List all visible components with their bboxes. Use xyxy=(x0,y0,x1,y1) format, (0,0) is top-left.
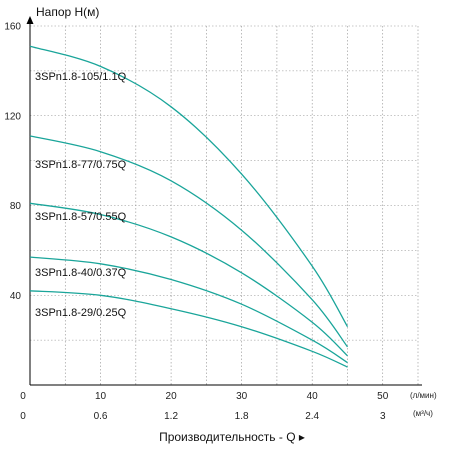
axes: 40 80 120 160 0 10 20 30 40 50 0 0.6 1.2 1.8 2.4 3 xyxy=(4,16,422,422)
series-label: 3SPn1.8-77/0.75Q xyxy=(35,159,127,171)
y-tick-label: 80 xyxy=(10,201,22,212)
series-label: 3SPn1.8-29/0.25Q xyxy=(35,307,127,319)
x-tick-label-lpm: 10 xyxy=(95,391,107,402)
performance-curve xyxy=(29,202,348,357)
x-tick-label-lpm: 20 xyxy=(166,391,178,402)
series-label: 3SPn1.8-57/0.55Q xyxy=(35,211,127,223)
x-tick-label-lpm: 30 xyxy=(236,391,248,402)
y-tick-label: 40 xyxy=(10,291,22,302)
y-axis-label: Напор H(м) xyxy=(36,5,99,19)
x-tick-label-m3h: 0 xyxy=(20,411,26,422)
x-tick-label-m3h: 1.2 xyxy=(164,411,178,422)
performance-curve xyxy=(29,135,349,348)
x-tick-label-m3h: 0.6 xyxy=(94,411,108,422)
x-tick-label-lpm: 40 xyxy=(307,391,319,402)
performance-curve xyxy=(29,256,348,364)
x-tick-label-lpm: 50 xyxy=(377,391,389,402)
x-tick-label-m3h: 3 xyxy=(380,411,386,422)
x-tick-label-m3h: 2.4 xyxy=(305,411,319,422)
series-labels: 3SPn1.8-105/1.1Q 3SPn1.8-77/0.75Q 3SPn1.8-… xyxy=(35,71,127,319)
x-tick-label-m3h: 1.8 xyxy=(235,411,249,422)
series-label: 3SPn1.8-40/0.37Q xyxy=(35,267,127,279)
series-label: 3SPn1.8-105/1.1Q xyxy=(35,71,127,83)
x-unit-lpm: (л/мин) xyxy=(410,391,437,400)
grid xyxy=(30,25,419,385)
y-axis-arrow xyxy=(26,16,34,24)
x-tick-label-lpm: 0 xyxy=(20,391,26,402)
x-axis-label: Производительность - Q ▸ xyxy=(159,430,305,444)
performance-curve xyxy=(29,45,349,328)
y-tick-label: 160 xyxy=(4,22,21,33)
performance-curve xyxy=(29,290,348,368)
x-unit-m3h: (м³/ч) xyxy=(413,409,433,418)
y-tick-label: 120 xyxy=(4,111,21,122)
performance-curves xyxy=(29,45,349,368)
